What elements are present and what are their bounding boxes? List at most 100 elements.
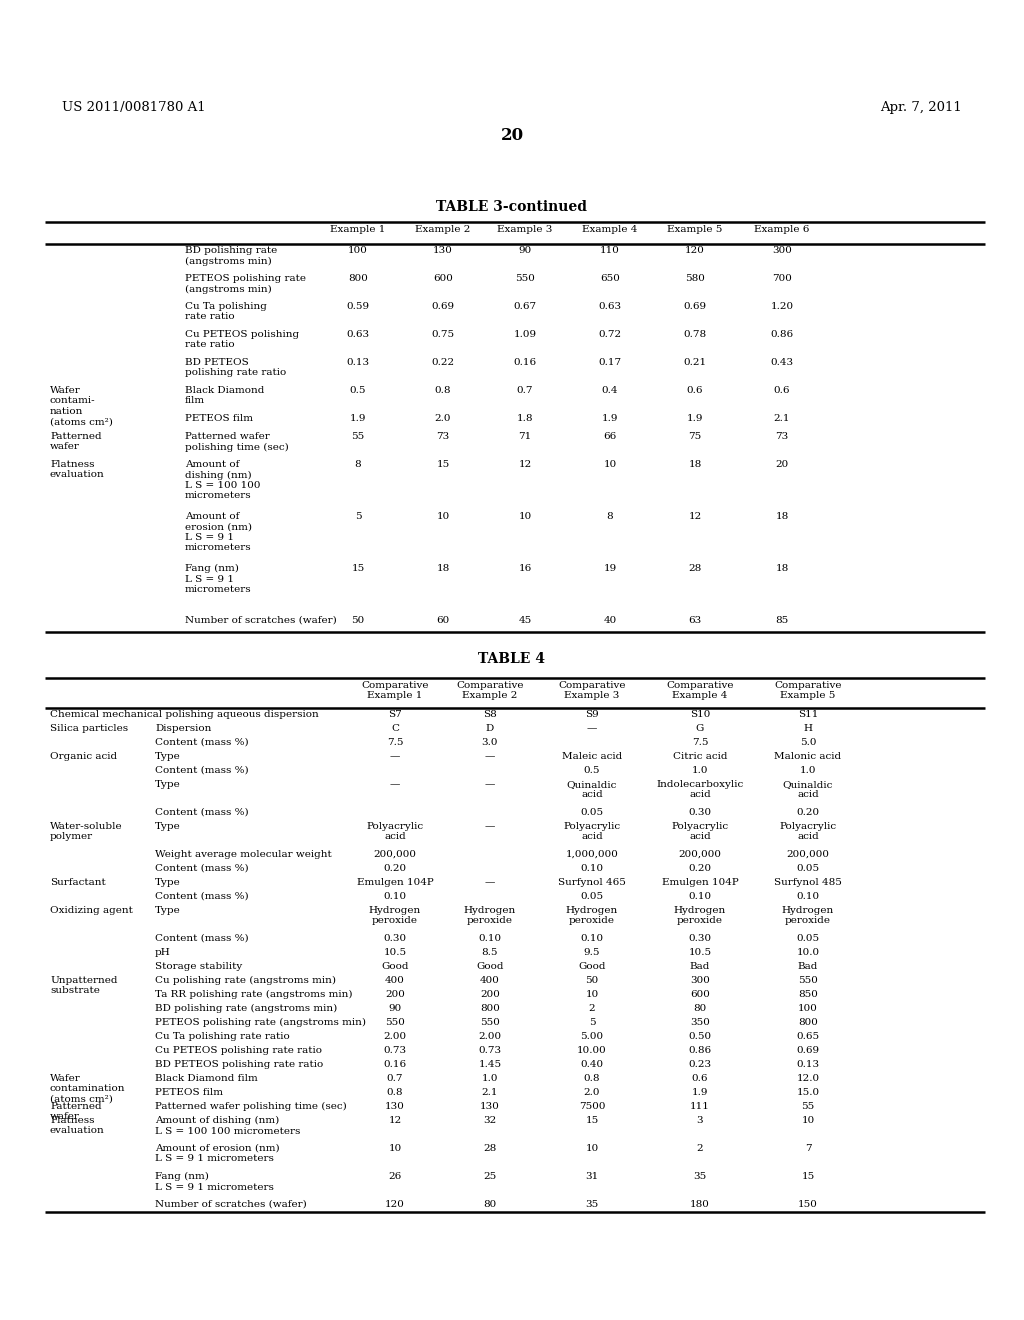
Text: 28: 28: [483, 1144, 497, 1152]
Text: 350: 350: [690, 1018, 710, 1027]
Text: 0.30: 0.30: [688, 935, 712, 942]
Text: 73: 73: [436, 432, 450, 441]
Text: Number of scratches (wafer): Number of scratches (wafer): [155, 1200, 307, 1209]
Text: 75: 75: [688, 432, 701, 441]
Text: 550: 550: [385, 1018, 404, 1027]
Text: Emulgen 104P: Emulgen 104P: [662, 878, 738, 887]
Text: Malonic acid: Malonic acid: [774, 752, 842, 762]
Text: 0.13: 0.13: [346, 358, 370, 367]
Text: 1.09: 1.09: [513, 330, 537, 339]
Text: 0.78: 0.78: [683, 330, 707, 339]
Text: 100: 100: [798, 1005, 818, 1012]
Text: —: —: [390, 752, 400, 762]
Text: Maleic acid: Maleic acid: [562, 752, 623, 762]
Text: Example 5: Example 5: [668, 224, 723, 234]
Text: Amount of erosion (nm)
L S = 9 1 micrometers: Amount of erosion (nm) L S = 9 1 microme…: [155, 1144, 280, 1163]
Text: 0.43: 0.43: [770, 358, 794, 367]
Text: Content (mass %): Content (mass %): [155, 935, 249, 942]
Text: 0.05: 0.05: [797, 935, 819, 942]
Text: 12: 12: [518, 459, 531, 469]
Text: Unpatterned
substrate: Unpatterned substrate: [50, 975, 118, 995]
Text: 0.10: 0.10: [383, 892, 407, 902]
Text: 550: 550: [798, 975, 818, 985]
Text: 0.5: 0.5: [584, 766, 600, 775]
Text: 0.67: 0.67: [513, 302, 537, 312]
Text: 50: 50: [586, 975, 599, 985]
Text: 10: 10: [436, 512, 450, 521]
Text: 31: 31: [586, 1172, 599, 1181]
Text: US 2011/0081780 A1: US 2011/0081780 A1: [62, 102, 206, 115]
Text: Fang (nm)
L S = 9 1
micrometers: Fang (nm) L S = 9 1 micrometers: [185, 564, 252, 594]
Text: Amount of
erosion (nm)
L S = 9 1
micrometers: Amount of erosion (nm) L S = 9 1 microme…: [185, 512, 252, 552]
Text: 35: 35: [693, 1172, 707, 1181]
Text: 0.30: 0.30: [688, 808, 712, 817]
Text: 0.10: 0.10: [478, 935, 502, 942]
Text: 130: 130: [480, 1102, 500, 1111]
Text: Dispersion: Dispersion: [155, 723, 211, 733]
Text: 120: 120: [385, 1200, 404, 1209]
Text: Quinaldic
acid: Quinaldic acid: [782, 780, 834, 800]
Text: Example 3: Example 3: [498, 224, 553, 234]
Text: 2: 2: [589, 1005, 595, 1012]
Text: 200,000: 200,000: [679, 850, 722, 859]
Text: 73: 73: [775, 432, 788, 441]
Text: Polyacrylic
acid: Polyacrylic acid: [367, 822, 424, 841]
Text: 110: 110: [600, 246, 620, 255]
Text: 1.0: 1.0: [481, 1074, 499, 1082]
Text: 18: 18: [775, 512, 788, 521]
Text: 15: 15: [436, 459, 450, 469]
Text: 0.73: 0.73: [478, 1045, 502, 1055]
Text: 0.50: 0.50: [688, 1032, 712, 1041]
Text: 0.20: 0.20: [797, 808, 819, 817]
Text: 0.6: 0.6: [692, 1074, 709, 1082]
Text: 8: 8: [354, 459, 361, 469]
Text: —: —: [484, 878, 496, 887]
Text: 10: 10: [802, 1115, 815, 1125]
Text: 130: 130: [433, 246, 453, 255]
Text: 850: 850: [798, 990, 818, 999]
Text: 0.63: 0.63: [598, 302, 622, 312]
Text: 80: 80: [693, 1005, 707, 1012]
Text: Flatness
evaluation: Flatness evaluation: [50, 459, 104, 479]
Text: 120: 120: [685, 246, 705, 255]
Text: 32: 32: [483, 1115, 497, 1125]
Text: 10: 10: [388, 1144, 401, 1152]
Text: Content (mass %): Content (mass %): [155, 738, 249, 747]
Text: Type: Type: [155, 780, 181, 789]
Text: Polyacrylic
acid: Polyacrylic acid: [672, 822, 728, 841]
Text: Hydrogen
peroxide: Hydrogen peroxide: [369, 906, 421, 925]
Text: Good: Good: [579, 962, 606, 972]
Text: 200: 200: [385, 990, 404, 999]
Text: 1.20: 1.20: [770, 302, 794, 312]
Text: Example 4: Example 4: [583, 224, 638, 234]
Text: 0.30: 0.30: [383, 935, 407, 942]
Text: 0.59: 0.59: [346, 302, 370, 312]
Text: 50: 50: [351, 616, 365, 624]
Text: C: C: [391, 723, 399, 733]
Text: BD polishing rate (angstroms min): BD polishing rate (angstroms min): [155, 1005, 337, 1014]
Text: 10: 10: [518, 512, 531, 521]
Text: Cu PETEOS polishing rate ratio: Cu PETEOS polishing rate ratio: [155, 1045, 322, 1055]
Text: 200,000: 200,000: [374, 850, 417, 859]
Text: Chemical mechanical polishing aqueous dispersion: Chemical mechanical polishing aqueous di…: [50, 710, 318, 719]
Text: Polyacrylic
acid: Polyacrylic acid: [563, 822, 621, 841]
Text: 5.0: 5.0: [800, 738, 816, 747]
Text: 0.86: 0.86: [770, 330, 794, 339]
Text: Patterned wafer polishing time (sec): Patterned wafer polishing time (sec): [155, 1102, 347, 1111]
Text: 150: 150: [798, 1200, 818, 1209]
Text: 1.9: 1.9: [350, 414, 367, 422]
Text: 0.69: 0.69: [683, 302, 707, 312]
Text: Oxidizing agent: Oxidizing agent: [50, 906, 133, 915]
Text: 35: 35: [586, 1200, 599, 1209]
Text: Cu Ta polishing rate ratio: Cu Ta polishing rate ratio: [155, 1032, 290, 1041]
Text: 25: 25: [483, 1172, 497, 1181]
Text: BD polishing rate
(angstroms min): BD polishing rate (angstroms min): [185, 246, 278, 265]
Text: Citric acid: Citric acid: [673, 752, 727, 762]
Text: 0.23: 0.23: [688, 1060, 712, 1069]
Text: Comparative
Example 4: Comparative Example 4: [667, 681, 734, 701]
Text: 600: 600: [690, 990, 710, 999]
Text: H: H: [804, 723, 812, 733]
Text: 650: 650: [600, 275, 620, 282]
Text: 0.8: 0.8: [435, 385, 452, 395]
Text: 0.20: 0.20: [383, 865, 407, 873]
